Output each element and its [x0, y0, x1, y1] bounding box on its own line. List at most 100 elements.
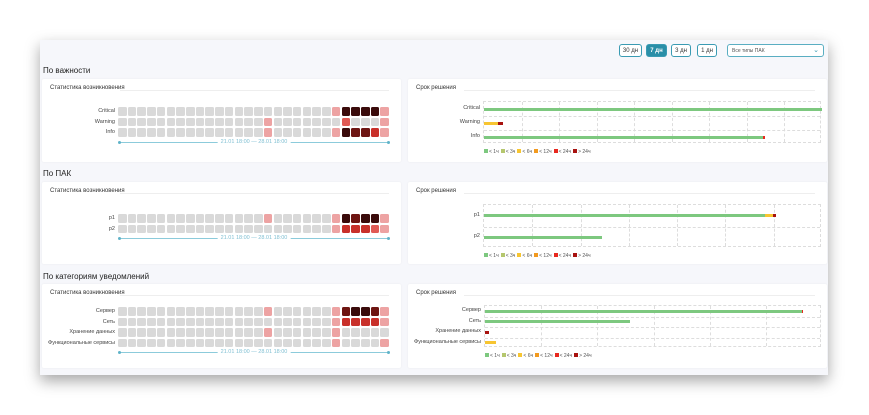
heat-cell[interactable] — [341, 214, 351, 223]
heat-cell[interactable] — [205, 328, 214, 337]
legend-item[interactable]: > 24ч — [574, 353, 592, 359]
heat-cell[interactable] — [322, 307, 331, 316]
heat-cell[interactable] — [322, 128, 331, 137]
heat-cell[interactable] — [370, 214, 380, 223]
heat-cell[interactable] — [234, 214, 244, 223]
heat-cell[interactable] — [351, 214, 360, 223]
heat-cell[interactable] — [147, 117, 156, 126]
heat-cell[interactable] — [380, 128, 389, 137]
heat-cell[interactable] — [263, 224, 273, 233]
heat-cell[interactable] — [351, 224, 360, 233]
heat-cell[interactable] — [370, 328, 380, 337]
heat-cell[interactable] — [254, 117, 263, 126]
heat-cell[interactable] — [322, 117, 331, 126]
heat-cell[interactable] — [341, 307, 351, 316]
heat-cell[interactable] — [195, 128, 205, 137]
heat-cell[interactable] — [380, 338, 389, 347]
heat-cell[interactable] — [215, 307, 224, 316]
heat-cell[interactable] — [312, 224, 321, 233]
heat-cell[interactable] — [176, 128, 185, 137]
heat-cell[interactable] — [234, 328, 244, 337]
timeline-end-handle[interactable] — [387, 237, 390, 240]
heat-cell[interactable] — [215, 328, 224, 337]
heat-cell[interactable] — [263, 338, 273, 347]
heat-cell[interactable] — [118, 307, 127, 316]
legend-item[interactable]: < 24ч — [554, 353, 572, 359]
heat-cell[interactable] — [224, 107, 234, 116]
legend-item[interactable]: < 24ч — [553, 253, 571, 259]
heat-cell[interactable] — [215, 128, 224, 137]
bar-segment[interactable] — [764, 214, 773, 218]
heat-cell[interactable] — [322, 107, 331, 116]
legend-item[interactable]: > 24ч — [573, 253, 591, 259]
heat-cell[interactable] — [176, 317, 185, 326]
legend-item[interactable]: < 3ч — [500, 149, 515, 155]
heat-cell[interactable] — [263, 214, 273, 223]
heat-cell[interactable] — [215, 117, 224, 126]
heat-cell[interactable] — [341, 107, 351, 116]
bar-segment[interactable] — [484, 214, 765, 218]
heat-cell[interactable] — [224, 338, 234, 347]
heat-cell[interactable] — [361, 328, 370, 337]
heat-cell[interactable] — [312, 107, 321, 116]
heat-cell[interactable] — [341, 317, 351, 326]
bar-segment[interactable] — [484, 121, 498, 125]
heat-cell[interactable] — [361, 317, 370, 326]
heat-cell[interactable] — [127, 317, 137, 326]
heat-cell[interactable] — [312, 307, 321, 316]
heat-cell[interactable] — [166, 224, 176, 233]
heat-cell[interactable] — [331, 338, 341, 347]
heat-cell[interactable] — [137, 224, 146, 233]
heat-cell[interactable] — [166, 307, 176, 316]
heat-cell[interactable] — [234, 117, 244, 126]
heat-cell[interactable] — [292, 317, 302, 326]
heat-cell[interactable] — [234, 224, 244, 233]
heat-cell[interactable] — [166, 128, 176, 137]
heat-cell[interactable] — [370, 117, 380, 126]
heat-cell[interactable] — [292, 214, 302, 223]
bar-segment[interactable] — [485, 309, 802, 313]
heat-cell[interactable] — [127, 224, 137, 233]
heat-cell[interactable] — [302, 214, 312, 223]
heat-cell[interactable] — [186, 214, 195, 223]
heat-cell[interactable] — [215, 107, 224, 116]
heat-cell[interactable] — [254, 307, 263, 316]
timeline-slider[interactable]: 21.01 18:00 — 28.01 18:00 — [118, 349, 390, 355]
heat-cell[interactable] — [118, 317, 127, 326]
heat-cell[interactable] — [322, 214, 331, 223]
heat-cell[interactable] — [147, 317, 156, 326]
heat-cell[interactable] — [137, 214, 146, 223]
heat-cell[interactable] — [156, 214, 166, 223]
heat-cell[interactable] — [370, 317, 380, 326]
heat-cell[interactable] — [341, 328, 351, 337]
heat-cell[interactable] — [137, 307, 146, 316]
heat-cell[interactable] — [244, 317, 253, 326]
bar-segment[interactable] — [485, 330, 490, 334]
legend-item[interactable]: < 12ч — [535, 353, 553, 359]
heat-cell[interactable] — [322, 317, 331, 326]
heat-cell[interactable] — [273, 307, 283, 316]
heat-cell[interactable] — [176, 117, 185, 126]
heat-cell[interactable] — [351, 328, 360, 337]
heat-cell[interactable] — [127, 328, 137, 337]
heat-cell[interactable] — [341, 117, 351, 126]
heat-cell[interactable] — [244, 117, 253, 126]
heat-cell[interactable] — [127, 338, 137, 347]
pak-type-select[interactable]: Все типы ПАК ⌄ — [727, 44, 824, 57]
heat-cell[interactable] — [166, 214, 176, 223]
bar-segment[interactable] — [497, 121, 503, 125]
heat-cell[interactable] — [186, 338, 195, 347]
heat-cell[interactable] — [273, 328, 283, 337]
legend-item[interactable]: < 1ч — [485, 353, 500, 359]
heat-cell[interactable] — [341, 338, 351, 347]
heat-cell[interactable] — [234, 128, 244, 137]
heat-cell[interactable] — [137, 328, 146, 337]
legend-item[interactable]: > 24ч — [573, 149, 591, 155]
heat-cell[interactable] — [370, 128, 380, 137]
legend-item[interactable]: < 24ч — [553, 149, 571, 155]
heat-cell[interactable] — [137, 117, 146, 126]
heat-cell[interactable] — [215, 338, 224, 347]
heat-cell[interactable] — [283, 338, 292, 347]
period-button[interactable]: 1 дн — [697, 44, 717, 57]
legend-item[interactable]: < 6ч — [517, 253, 532, 259]
